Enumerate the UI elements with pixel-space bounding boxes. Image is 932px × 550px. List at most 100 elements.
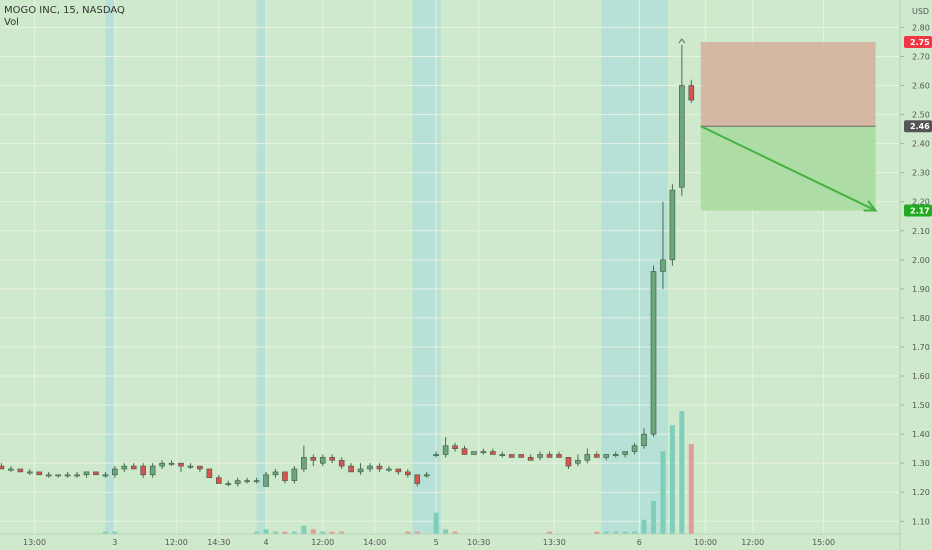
volume-bar <box>329 531 335 534</box>
session-band <box>105 0 115 534</box>
candle-body <box>225 483 232 486</box>
volume-bar <box>660 451 666 534</box>
volume-bar <box>632 531 638 534</box>
candle-body <box>244 480 250 483</box>
volume-bar <box>339 531 345 534</box>
volume-bar <box>622 531 628 534</box>
volume-bar <box>613 531 619 534</box>
volume-bar <box>263 529 269 534</box>
price-badge <box>904 35 932 48</box>
candle-body <box>83 471 90 476</box>
candle-body <box>367 465 373 470</box>
candle-body <box>234 480 241 484</box>
candle-body <box>168 462 175 465</box>
price-tick-label: 1.10 <box>912 517 930 526</box>
session-band <box>256 0 267 534</box>
candle-body <box>310 457 317 461</box>
price-tick-label: 2.60 <box>912 82 930 91</box>
candle-body <box>112 468 118 476</box>
candle-body <box>593 454 600 458</box>
price-tick-label: 1.90 <box>912 285 930 294</box>
price-tick-label: 2.20 <box>912 198 930 207</box>
price-tick-label: 2.70 <box>912 52 930 61</box>
candle-body <box>187 465 194 468</box>
stop-loss-zone <box>700 41 876 127</box>
candle-body <box>622 451 628 455</box>
volume-bar <box>254 531 260 534</box>
price-tick-label: 2.80 <box>912 23 930 32</box>
price-tick-label: 2.00 <box>912 256 930 265</box>
candle-body <box>357 468 364 473</box>
price-badge <box>904 120 932 133</box>
candle-body <box>565 457 572 467</box>
candle-body <box>178 462 184 467</box>
candle-body <box>414 474 421 484</box>
candle-body <box>556 454 562 458</box>
candle-body <box>508 454 515 458</box>
candle-body <box>650 271 657 435</box>
symbol-title[interactable]: MOGO INC, 15, NASDAQ <box>4 5 125 16</box>
candle-body <box>197 465 203 470</box>
volume-bar <box>452 531 458 534</box>
candle-body <box>490 451 496 455</box>
price-tick-label: 1.20 <box>912 488 930 497</box>
time-tick-label: 6 <box>637 538 642 547</box>
candle-body <box>291 468 298 481</box>
high-marker-icon <box>678 38 686 44</box>
candle-body <box>603 454 610 458</box>
volume-bar <box>282 531 288 534</box>
time-tick-label: 3 <box>112 538 117 547</box>
candle-body <box>64 474 71 477</box>
candle-body <box>452 445 458 449</box>
volume-bar <box>301 525 307 534</box>
candle-body <box>102 474 109 477</box>
candle-body <box>130 465 137 470</box>
price-tick-label: 1.80 <box>912 314 930 323</box>
candle-body <box>499 454 506 456</box>
candle-body <box>679 85 685 188</box>
volume-bar <box>547 531 553 534</box>
candle-body <box>641 433 647 447</box>
volume-bar <box>102 531 108 534</box>
price-tick-label: 1.70 <box>912 343 930 352</box>
volume-bar <box>651 500 656 534</box>
candle-body <box>45 474 52 477</box>
candle-body <box>121 465 128 470</box>
price-tick-label: 2.30 <box>912 169 930 178</box>
candle-body <box>338 459 345 467</box>
volume-bar <box>320 531 326 534</box>
time-tick-label: 14:30 <box>207 538 230 547</box>
volume-bar <box>112 531 118 534</box>
candle-body <box>319 457 326 464</box>
time-tick-label: 4 <box>264 538 269 547</box>
time-tick-label: 12:00 <box>165 538 188 547</box>
time-tick-label: 15:00 <box>812 538 835 547</box>
candle-body <box>423 474 430 477</box>
candle-body <box>433 454 439 456</box>
candle-body <box>688 85 695 101</box>
candle-body <box>527 457 534 461</box>
candle-body <box>253 480 260 483</box>
price-badge-label: 2.17 <box>910 206 930 215</box>
candle-body <box>329 457 336 461</box>
volume-bar <box>679 411 685 534</box>
candle-body <box>301 457 307 470</box>
volume-indicator-label[interactable]: Vol <box>4 17 19 28</box>
candle-body <box>93 471 99 476</box>
volume-bar <box>273 531 278 534</box>
price-tick-label: 1.30 <box>912 459 930 468</box>
candle-body <box>206 468 213 479</box>
volume-bar <box>310 529 316 534</box>
candle-body <box>140 465 146 476</box>
candle-body <box>348 465 354 473</box>
volume-bar <box>669 425 675 534</box>
chart-legend: MOGO INC, 15, NASDAQ Vol <box>4 5 125 29</box>
time-tick-label: 12:00 <box>311 538 334 547</box>
volume-bar <box>688 444 694 534</box>
volume-bar <box>433 512 439 534</box>
candle-body <box>159 462 165 467</box>
volume-bar <box>443 529 449 534</box>
candle-body <box>471 451 477 455</box>
candle-body <box>480 451 487 454</box>
